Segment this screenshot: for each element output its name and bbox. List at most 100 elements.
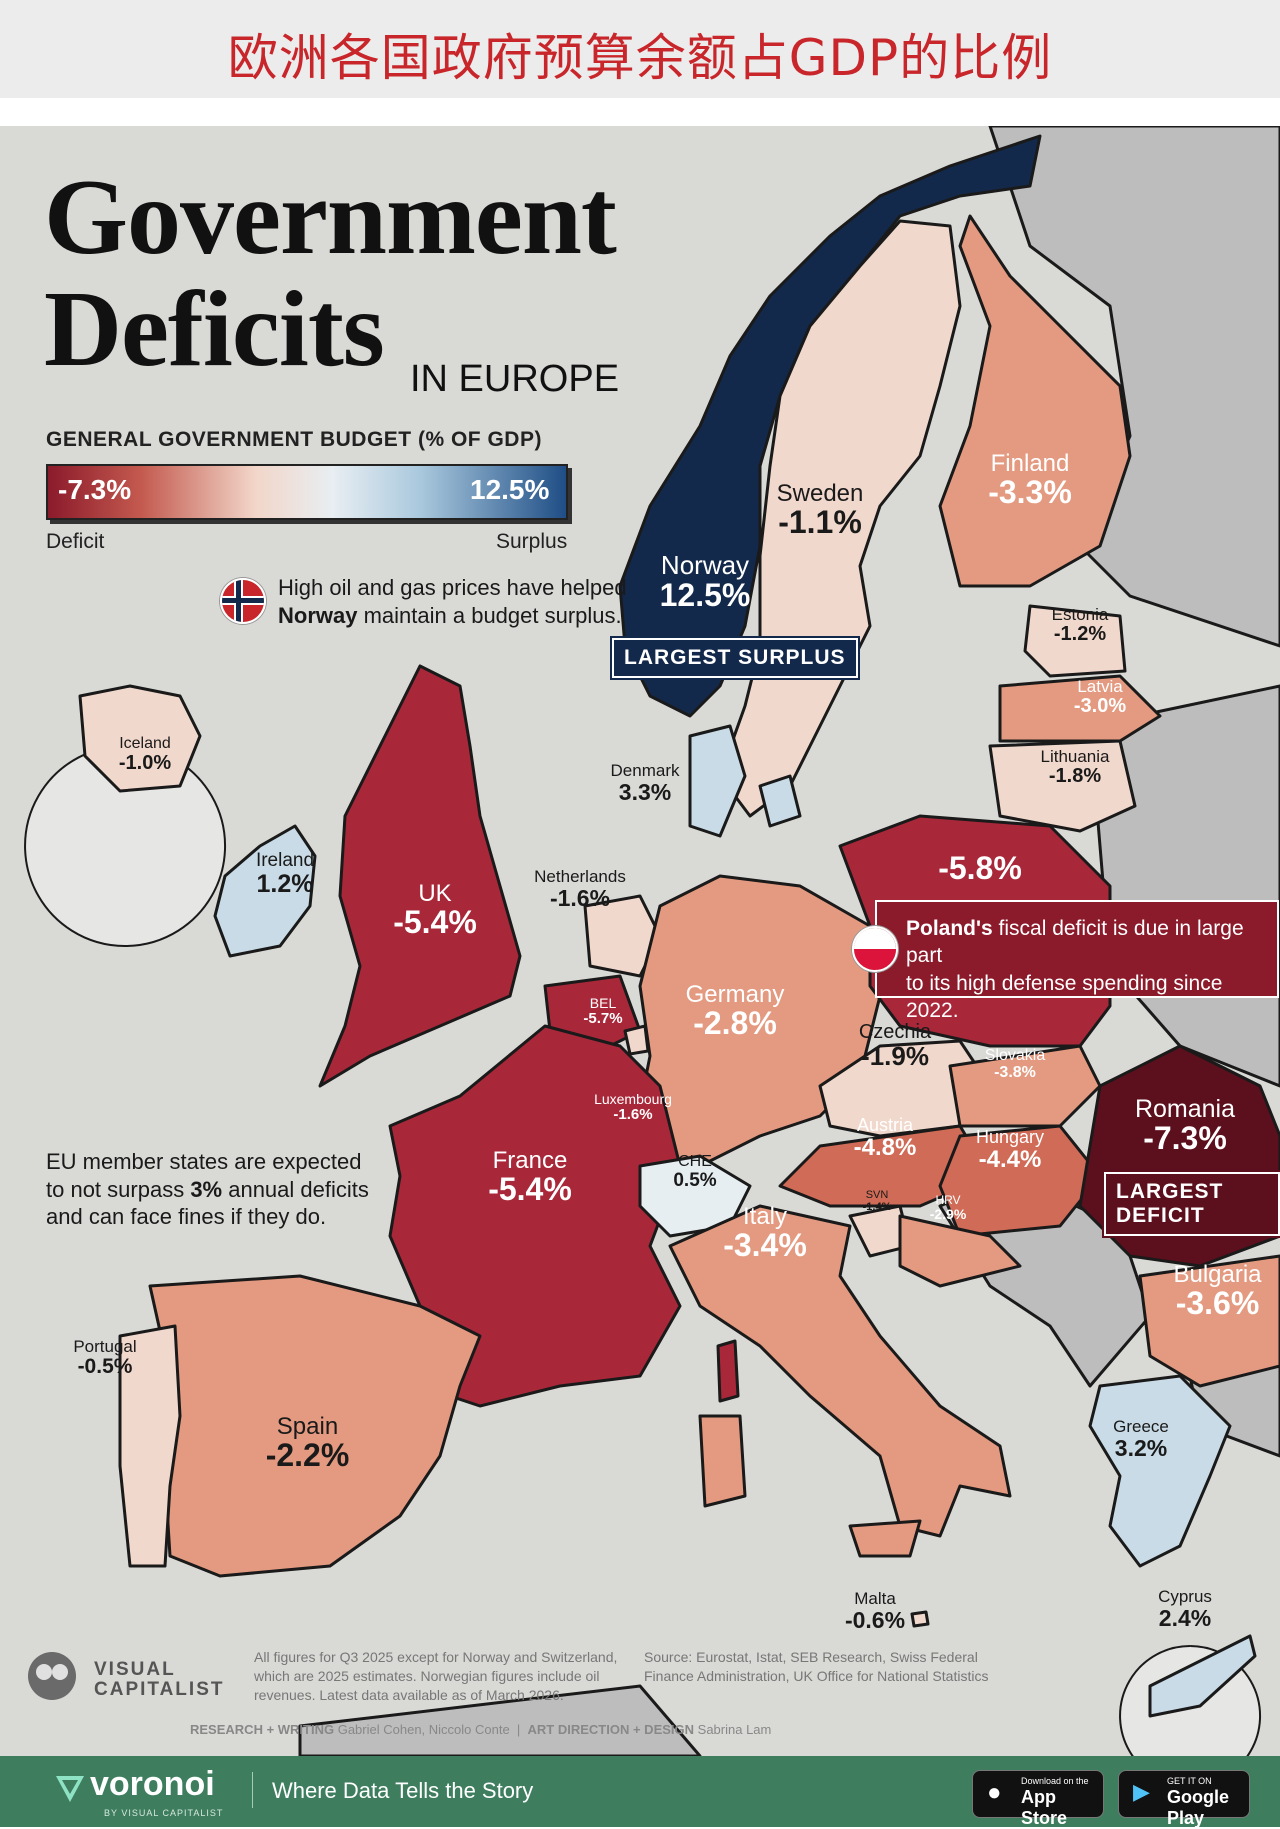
eu-note-line2-pre: to not surpass [46, 1176, 191, 1202]
germany-shape [638, 874, 882, 1168]
poland-note-line2: to its high defense spending since 2022. [906, 971, 1223, 1022]
poland-flag-icon [852, 926, 898, 972]
country-label-poland: -5.8% [938, 850, 1022, 886]
country-label-romania: Romania -7.3% [1134, 1095, 1236, 1157]
design-label: ART DIRECTION + DESIGN [527, 1722, 695, 1737]
google-play-small-text: GET IT ON [1167, 1776, 1212, 1786]
voronoi-brand[interactable]: voronoi [90, 1765, 215, 1803]
legend-min-label: -7.3% [58, 474, 132, 505]
brand-line-1: VISUAL [94, 1659, 176, 1680]
poland-note-rest: fiscal deficit is due in large part [906, 917, 1244, 968]
eu-note-line2-post: annual deficits [222, 1176, 369, 1202]
africa-shape [298, 1684, 702, 1756]
luxembourg-shape [623, 1024, 650, 1056]
infographic-panel: Government Deficits IN EUROPE GENERAL GO… [0, 126, 1280, 1756]
country-label-italy: Italy -3.4% [723, 1203, 807, 1264]
brand-line-2: CAPITALIST [94, 1678, 225, 1700]
visual-capitalist-logo-icon [22, 1650, 82, 1702]
sardinia-shape [698, 1414, 747, 1508]
google-play-big-text: Google Play [1167, 1787, 1229, 1828]
cyprus-shape [1148, 1634, 1257, 1718]
country-label-belgium: BEL -5.7% [583, 995, 623, 1027]
bottom-bar-divider [252, 1772, 253, 1808]
greece-shape [1088, 1374, 1232, 1568]
norway-note-bold: Norway [278, 602, 358, 628]
ireland-shape [213, 824, 317, 958]
country-label-switzerland: CHE 0.5% [673, 1153, 717, 1191]
legend-title: GENERAL GOVERNMENT BUDGET (% OF GDP) [46, 428, 542, 451]
hungary-shape [938, 1124, 1102, 1238]
chinese-title: 欧洲各国政府预算余额占GDP的比例 [227, 29, 1053, 87]
country-label-uk: UK -5.4% [393, 880, 477, 941]
croatia-shape [898, 1214, 1022, 1288]
eu-note-line2-bold: 3% [190, 1176, 223, 1202]
norway-shape [618, 134, 1042, 718]
footnote-line1: All figures for Q3 2025 except for Norwa… [254, 1649, 618, 1665]
research-label: RESEARCH + WRITING [190, 1722, 335, 1737]
sicily-shape [848, 1519, 922, 1558]
title-line-3: IN EUROPE [410, 358, 620, 400]
legend-max-label: 12.5% [470, 474, 550, 505]
slovakia-shape [948, 1044, 1102, 1128]
france-shape [388, 1024, 682, 1408]
country-label-sweden: Sweden -1.1% [776, 480, 864, 541]
footnote: All figures for Q3 2025 except for Norwa… [254, 1648, 617, 1705]
country-label-slovakia: Slovakia -3.8% [984, 1047, 1046, 1081]
country-label-france: France -5.4% [488, 1147, 572, 1208]
portugal-shape [118, 1324, 182, 1568]
country-label-lithuania: Lithuania -1.8% [1040, 747, 1110, 787]
voronoi-brand-sub: BY VISUAL CAPITALIST [104, 1808, 224, 1818]
country-label-denmark: Denmark 3.3% [610, 761, 680, 805]
country-label-iceland: Iceland -1.0% [118, 735, 172, 774]
legend-surplus-label: Surplus [496, 530, 568, 553]
country-label-germany: Germany -2.8% [685, 981, 785, 1042]
country-label-hungary: Hungary -4.4% [975, 1127, 1045, 1173]
source-line2: Finance Administration, UK Office for Na… [644, 1667, 989, 1684]
play-icon: ▶ [1133, 1779, 1150, 1804]
country-label-cyprus: Cyprus 2.4% [1158, 1587, 1212, 1631]
country-label-finland: Finland -3.3% [988, 450, 1072, 511]
eu-note-line3: and can face fines if they do. [46, 1204, 327, 1229]
country-label-czechia: Czechia -1.9% [858, 1021, 932, 1071]
lithuania-shape [988, 739, 1137, 833]
app-store-big-text: App Store [1021, 1787, 1068, 1828]
largest-deficit-badge: LARGEST DEFICIT [1104, 1172, 1280, 1236]
poland-callout-box [875, 900, 1279, 998]
bulgaria-shape [1138, 1254, 1280, 1388]
country-label-norway: Norway 12.5% [659, 550, 751, 614]
design-name: Sabrina Lam [697, 1722, 772, 1737]
country-label-netherlands: Netherlands -1.6% [534, 867, 626, 911]
title-line-1: Government [44, 158, 617, 277]
country-label-greece: Greece 3.2% [1113, 1417, 1169, 1461]
apple-icon: ● [987, 1779, 1002, 1806]
legend-color-bar [46, 464, 568, 520]
country-label-estonia: Estonia -1.2% [1051, 605, 1109, 645]
norway-note-line2: maintain a budget surplus. [357, 602, 622, 628]
credits: RESEARCH + WRITING Gabriel Cohen, Niccol… [190, 1722, 772, 1737]
google-play-button[interactable]: ▶ GET IT ON Google Play [1118, 1770, 1250, 1828]
country-label-croatia: HRV -2.9% [929, 1193, 967, 1222]
uk-shape [318, 664, 522, 1088]
norway-note: High oil and gas prices have helped Norw… [278, 574, 627, 629]
legend-deficit-label: Deficit [46, 530, 105, 553]
country-label-ireland: Ireland 1.2% [255, 850, 315, 898]
app-store-button[interactable]: ● Download on the App Store [972, 1770, 1104, 1828]
source-note: Source: Eurostat, Istat, SEB Research, S… [644, 1648, 988, 1686]
research-names: Gabriel Cohen, Niccolo Conte [337, 1722, 510, 1737]
footnote-line3: revenues. Latest data available as of Ma… [254, 1686, 564, 1703]
denmark-island-shape [758, 774, 802, 828]
norway-note-line1: High oil and gas prices have helped [278, 575, 627, 600]
malta-shape [910, 1610, 930, 1628]
title-line-2: Deficits [44, 270, 385, 389]
visual-capitalist-name: VISUAL CAPITALIST [94, 1660, 224, 1700]
finland-shape [938, 214, 1132, 588]
footnote-line2: which are 2025 estimates. Norwegian figu… [254, 1667, 600, 1684]
austria-shape [778, 1124, 992, 1208]
largest-surplus-badge: LARGEST SURPLUS [612, 638, 858, 678]
estonia-shape [1023, 604, 1127, 678]
voronoi-logo-icon [52, 1770, 88, 1811]
country-label-slovenia: SVN -1.4% [862, 1189, 892, 1213]
poland-note: Poland's fiscal deficit is due in large … [906, 915, 1280, 1024]
country-label-bulgaria: Bulgaria -3.6% [1173, 1261, 1262, 1322]
voronoi-tagline: Where Data Tells the Story [272, 1778, 534, 1803]
